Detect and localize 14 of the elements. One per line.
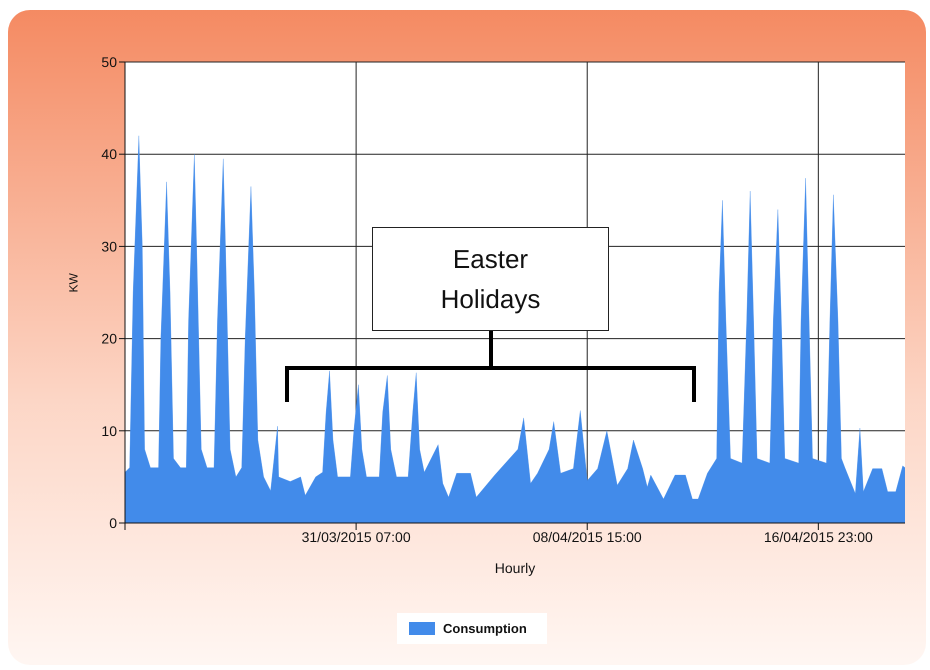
y-tick-label: 0: [109, 514, 118, 531]
x-tick-label: 16/04/2015 23:00: [764, 528, 874, 545]
y-axis-title: KW: [66, 272, 80, 292]
legend-label: Consumption: [443, 621, 527, 636]
x-axis-title: Hourly: [494, 560, 536, 576]
y-tick-label: 20: [101, 330, 118, 347]
x-tick-label: 31/03/2015 07:00: [302, 528, 411, 545]
y-tick-label: 10: [101, 422, 118, 439]
y-tick-label: 50: [101, 54, 118, 70]
y-tick-label: 40: [101, 146, 118, 162]
annotation: Easter Holidays: [440, 243, 542, 316]
callout-box: Easter Holidays: [372, 227, 609, 331]
x-tick-label: 08/04/2015 15:00: [532, 528, 642, 545]
y-tick-label: 30: [101, 238, 118, 254]
